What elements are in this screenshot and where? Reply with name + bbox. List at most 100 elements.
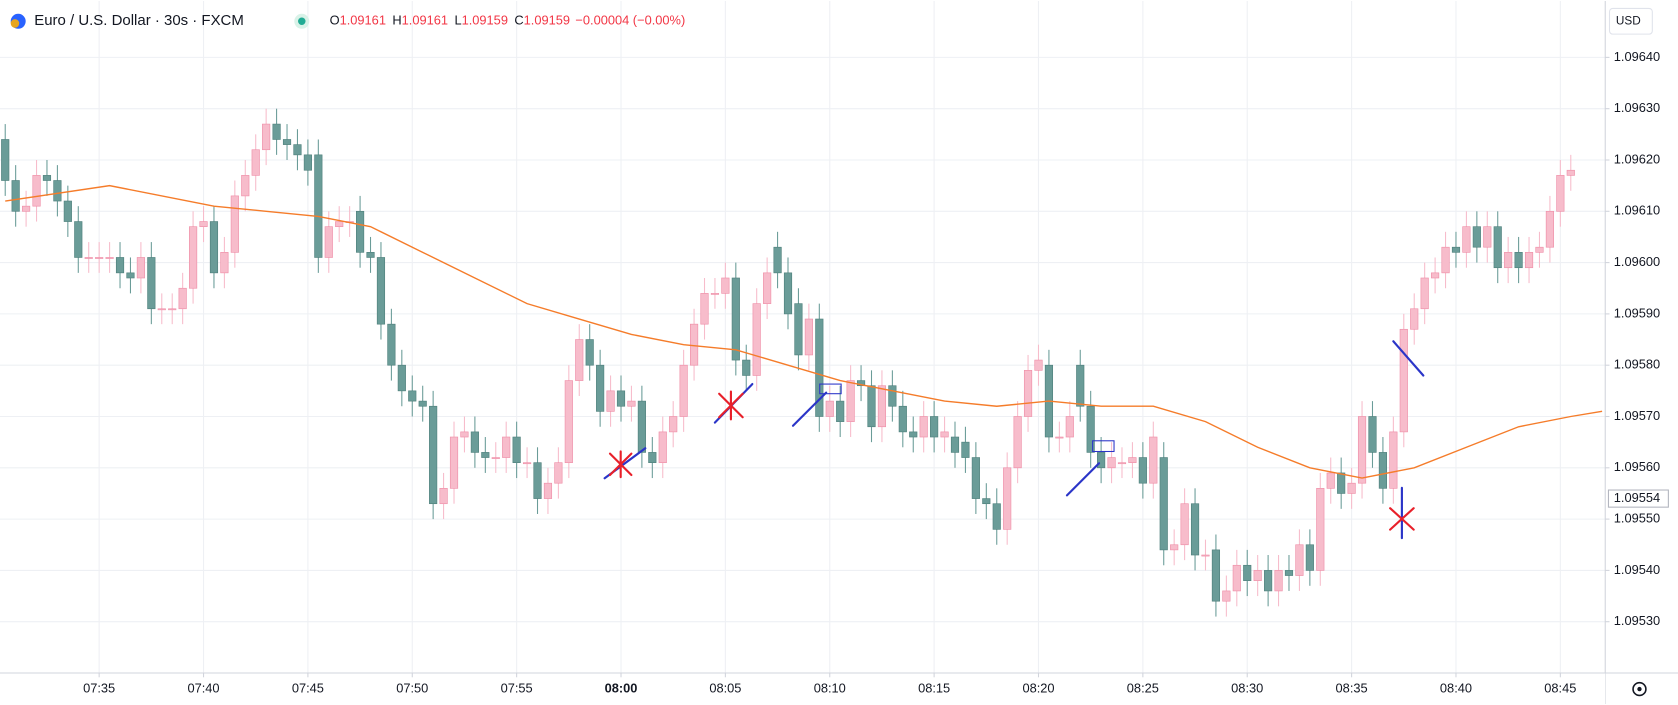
- ohlc-value: 1.09161: [340, 13, 386, 28]
- candle-body: [606, 390, 615, 412]
- candle-body: [1065, 416, 1074, 438]
- x-tick-label: 08:20: [1022, 680, 1054, 695]
- candle-body: [731, 277, 740, 361]
- candle-body: [1170, 544, 1179, 551]
- candle-body: [356, 210, 365, 253]
- candle-body: [585, 339, 594, 366]
- candle-body: [783, 272, 793, 315]
- candle-body: [867, 385, 876, 428]
- candle-body: [408, 390, 417, 402]
- candle-body: [919, 416, 928, 438]
- price-axis-panel: [1605, 0, 1678, 705]
- candle-body: [189, 226, 198, 289]
- candle-body: [564, 380, 573, 463]
- time-axis-panel: [0, 673, 1606, 705]
- candle-body: [1253, 570, 1262, 581]
- candle-body: [1347, 482, 1356, 494]
- candle-body: [856, 380, 866, 387]
- candle-body: [178, 287, 187, 310]
- candle-body: [1274, 570, 1283, 592]
- candle-body: [1023, 370, 1033, 417]
- candle-body: [512, 436, 521, 463]
- candle-body: [481, 452, 490, 458]
- x-tick-label: 08:00: [605, 680, 638, 695]
- x-tick-label: 08:15: [918, 680, 950, 695]
- candle-body: [251, 149, 260, 176]
- last-price-label: 1.09554: [1614, 490, 1660, 505]
- candle-body: [1389, 431, 1398, 489]
- x-tick-label: 08:45: [1544, 680, 1576, 695]
- candle-body: [22, 205, 31, 212]
- candle-body: [1368, 416, 1377, 453]
- candle-body: [303, 154, 312, 171]
- candle-body: [1410, 308, 1419, 330]
- candle-body: [710, 293, 720, 295]
- candle-body: [1462, 226, 1471, 253]
- y-tick-label: 1.09610: [1614, 203, 1660, 218]
- currency-button[interactable]: [1608, 7, 1653, 35]
- candle-body: [1013, 416, 1022, 469]
- candle-body: [1545, 210, 1554, 248]
- candle-body: [32, 175, 41, 207]
- y-tick-label: 1.09600: [1614, 254, 1660, 269]
- candle-body: [418, 400, 427, 407]
- candle-body: [982, 498, 991, 505]
- candle-body: [804, 318, 813, 356]
- y-tick-label: 1.09590: [1614, 305, 1660, 320]
- x-tick-label: 07:35: [83, 680, 115, 695]
- candle-body: [1441, 246, 1450, 274]
- candle-body: [272, 123, 281, 140]
- candle-body: [1295, 544, 1304, 576]
- x-tick-label: 08:35: [1336, 680, 1368, 695]
- candle-body: [1180, 503, 1189, 546]
- candle-body: [95, 257, 104, 259]
- candle-body: [1034, 359, 1043, 371]
- candle-body: [491, 457, 500, 459]
- candle-body: [84, 257, 93, 259]
- y-tick-label: 1.09580: [1614, 357, 1660, 372]
- settings-icon[interactable]: [1632, 681, 1647, 697]
- candle-body: [961, 441, 970, 458]
- y-tick-label: 1.09640: [1614, 49, 1660, 64]
- candle-body: [1357, 416, 1367, 484]
- ohlc-value: 1.09159: [462, 13, 508, 28]
- candle-body: [1149, 436, 1158, 484]
- symbol-logo-coin: [10, 19, 20, 28]
- candle-body: [1211, 549, 1221, 602]
- ohlc-key: L: [454, 13, 461, 28]
- candle-body: [1535, 246, 1544, 253]
- candle-body: [1556, 175, 1565, 212]
- candle-body: [1420, 277, 1429, 310]
- trend-line: [1065, 462, 1101, 497]
- ohlc-key: H: [392, 13, 401, 28]
- candle-body: [502, 436, 511, 458]
- candle-body: [429, 405, 438, 505]
- candle-body: [1222, 590, 1231, 602]
- candle-body: [366, 252, 375, 258]
- candle-body: [230, 195, 239, 253]
- candle-body: [940, 431, 949, 438]
- marker-box: [1092, 440, 1115, 453]
- candle-body: [220, 252, 229, 274]
- y-tick-label: 1.09550: [1614, 510, 1660, 525]
- candle-body: [1128, 457, 1137, 463]
- candle-body: [1284, 570, 1294, 576]
- x-tick-label: 08:05: [709, 680, 741, 695]
- candle-body: [575, 339, 584, 381]
- candle-body: [11, 180, 20, 212]
- ohlc-legend: O1.09161 H1.09161 L1.09159 C1.09159 −0.00004…: [330, 13, 686, 28]
- candle-body: [376, 257, 386, 325]
- last-price-box: [1607, 489, 1669, 508]
- candle-body: [909, 431, 918, 438]
- plot: [1, 108, 1603, 617]
- x-tick-label: 08:25: [1127, 680, 1159, 695]
- candle-body: [1232, 564, 1241, 592]
- candle-body: [1086, 405, 1095, 453]
- candle-body: [898, 405, 907, 433]
- x-tick-label: 08:10: [814, 680, 846, 695]
- x-tick-label: 07:55: [501, 680, 533, 695]
- candle-body: [669, 416, 678, 433]
